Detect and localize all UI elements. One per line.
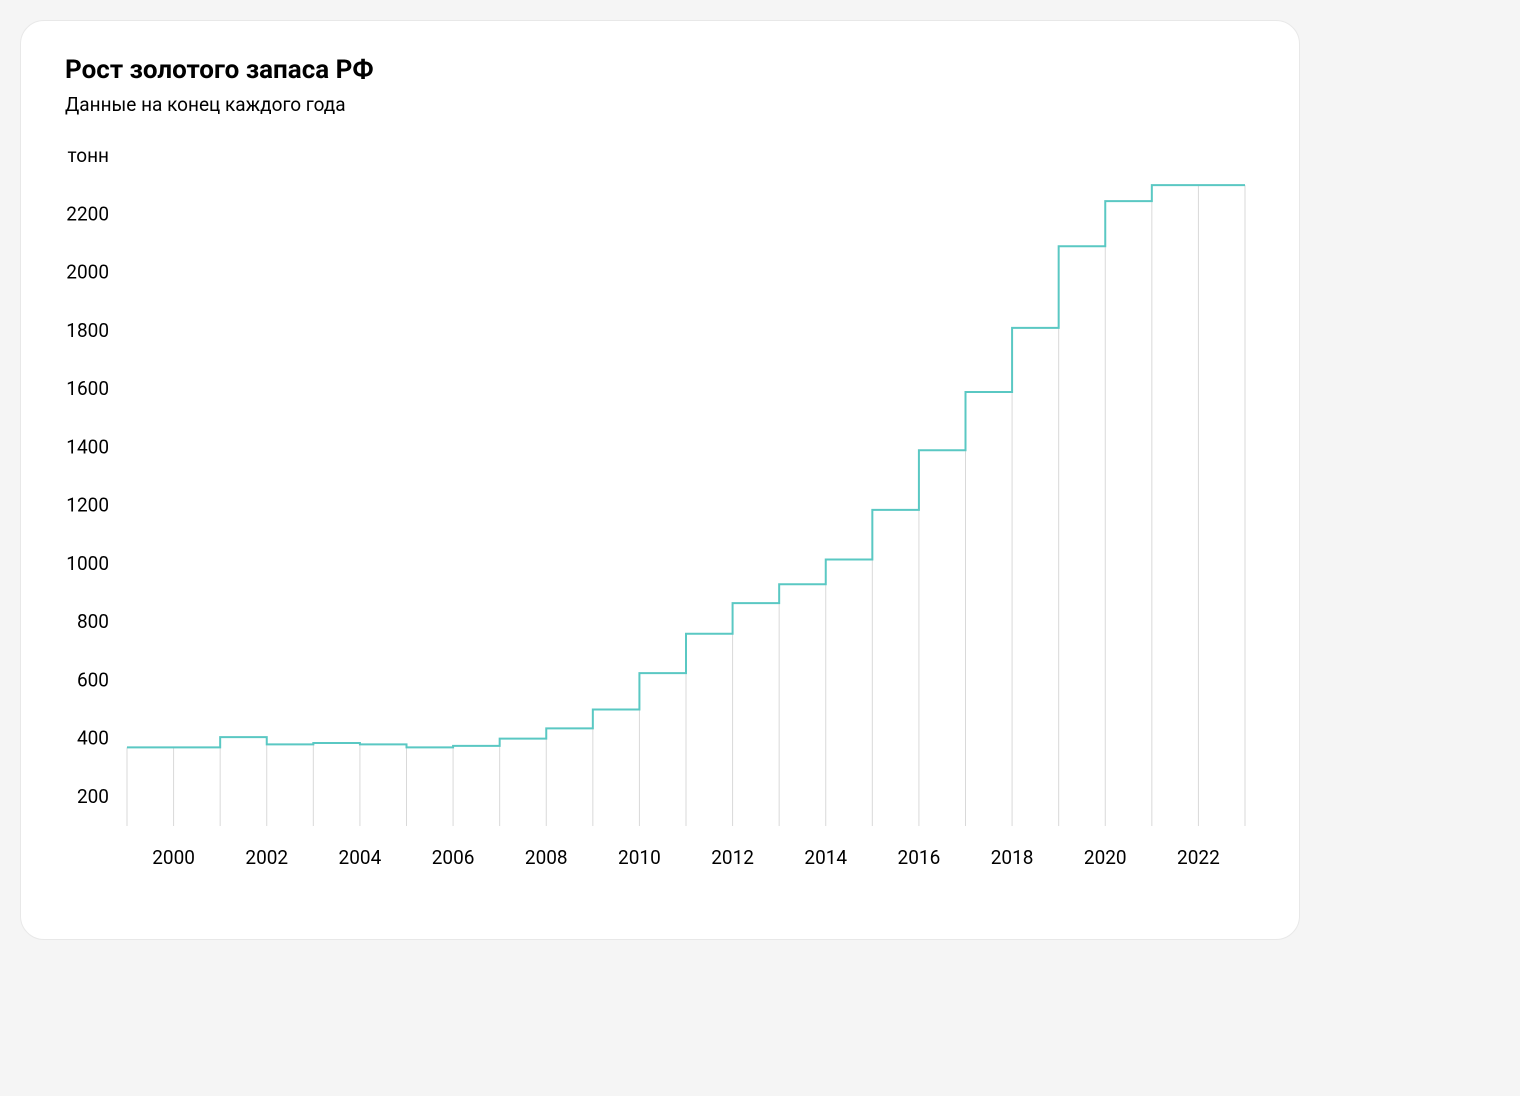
chart-plot: 200 400 600 800 1000 1200 1400 1600 1800 2000 2200…	[65, 146, 1255, 886]
chart-svg: 200 400 600 800 1000 1200 1400 1600 1800 2000 2200…	[65, 146, 1255, 886]
x-tick-label: 2002	[245, 846, 288, 869]
chart-title: Рост золотого запаса РФ	[65, 55, 1255, 85]
x-tick-label: 2020	[1084, 846, 1127, 869]
x-tick-label: 2014	[804, 846, 847, 869]
y-tick-label: 1000	[66, 552, 109, 575]
x-tick-label: 2008	[525, 846, 568, 869]
y-tick-label: 1400	[66, 435, 109, 458]
x-tick-label: 2000	[152, 846, 195, 869]
y-tick-label: 1800	[66, 319, 109, 342]
x-tick-label: 2004	[339, 846, 382, 869]
y-tick-label: 600	[77, 668, 109, 691]
y-tick-label: 2200	[66, 202, 109, 225]
y-tick-label: 1600	[66, 377, 109, 400]
y-tick-label: 800	[77, 610, 109, 633]
x-tick-label: 2006	[432, 846, 475, 869]
y-tick-label: 400	[77, 727, 109, 750]
x-tick-label: 2022	[1177, 846, 1220, 869]
x-tick-label: 2012	[711, 846, 754, 869]
y-tick-label: 200	[77, 785, 109, 808]
x-tick-label: 2018	[991, 846, 1034, 869]
drop-lines	[127, 185, 1245, 826]
x-tick-label: 2016	[898, 846, 941, 869]
y-tick-label: 1200	[66, 494, 109, 517]
x-tick-label: 2010	[618, 846, 661, 869]
y-tick-label: 2400 тонн	[65, 146, 109, 167]
y-tick-label: 2000	[66, 261, 109, 284]
chart-subtitle: Данные на конец каждого года	[65, 93, 1255, 116]
step-line	[127, 185, 1245, 747]
chart-card: Рост золотого запаса РФ Данные на конец …	[20, 20, 1300, 940]
